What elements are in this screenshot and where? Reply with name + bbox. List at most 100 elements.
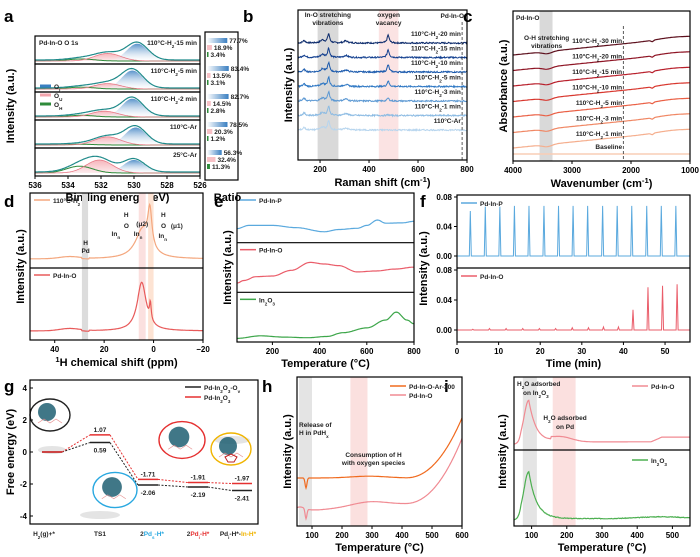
xps-subplot-frame (34, 147, 201, 177)
panel-label-h: h (262, 377, 272, 396)
spectrum-label: 110°C-H2-5 min (576, 99, 622, 109)
energy-value: 0.59 (94, 448, 107, 455)
x-tick-label: 600 (360, 347, 374, 356)
ratio-bar (207, 80, 209, 85)
ratio-value: 32.4% (217, 157, 236, 164)
spectrum-label: 110°C-H2-5 min (415, 74, 461, 84)
x-tick-label: 526 (193, 181, 207, 190)
band-label: Release of (299, 422, 332, 429)
y-axis-label: Intensity (a.u.) (15, 229, 27, 304)
x-tick-label: 200 (560, 531, 574, 540)
spectrum-label: 110°C-H2-20 min (572, 53, 622, 63)
energy-value: -2.19 (191, 492, 206, 499)
ir-spectrum (512, 82, 690, 103)
mu1-structure: (μ1) (171, 223, 183, 230)
pd-cluster-icon (38, 403, 56, 421)
plot-frame (29, 379, 259, 525)
band-label: H2O adsorbed (543, 415, 586, 424)
envelope-line (35, 155, 200, 173)
x-tick-label: 528 (160, 181, 174, 190)
shadow (80, 511, 120, 519)
x-axis-label: Binding energy (eV) (66, 192, 170, 204)
x-tick-label: 1000 (681, 166, 699, 175)
energy-connector (61, 434, 91, 453)
x-tick-label: 20 (536, 347, 545, 356)
mu2-structure: H (124, 212, 129, 219)
condition-label: 25°C-Ar (173, 151, 197, 159)
ou-component-line (35, 136, 200, 146)
x-tick-label: 500 (666, 531, 680, 540)
plot-frame (297, 9, 468, 161)
ir-spectrum (512, 51, 690, 72)
panel-b-title: Pd-In-O (441, 13, 464, 20)
spectrum-label: 110°C-H2-1 min (576, 130, 622, 140)
ratio-value: 83.4% (231, 66, 250, 73)
ratio-value: 11.3% (212, 164, 230, 171)
band-label: H2O adsorbed (517, 381, 560, 390)
raman-spectrum (297, 33, 468, 45)
mu2-structure: O (124, 223, 129, 230)
panel-label-f: f (420, 192, 426, 211)
highlight-band (378, 10, 399, 160)
tpd-curve (236, 219, 414, 233)
ir-spectrum (512, 97, 690, 118)
band-label: oxygen (377, 12, 400, 19)
x-tick-label: 400 (395, 531, 409, 540)
energy-value: -2.41 (235, 496, 250, 503)
energy-connector (61, 442, 91, 453)
y-tick-label: -2 (20, 480, 28, 489)
category-label: 2Pds-H* (140, 531, 164, 540)
structure-circle (210, 432, 252, 466)
ratio-value: 1.2% (211, 136, 226, 143)
category-label: Pdi-H*-In-H* (220, 531, 257, 540)
spectrum-label: 110°C-Ar (434, 117, 462, 125)
ratio-value: 3.1% (211, 80, 226, 87)
nmr-spectrum (30, 281, 203, 332)
spectrum-label: 110°C-H2-3 min (576, 115, 622, 125)
tpd-curve (237, 311, 415, 339)
ratio-value: 2.8% (211, 108, 226, 115)
nmr-spectrum (30, 202, 203, 260)
band-label: vibrations (312, 20, 343, 27)
panel-label-c: c (463, 7, 472, 26)
x-tick-label: 534 (61, 181, 75, 190)
pd-cluster-icon (102, 477, 122, 497)
x-tick-label: 200 (335, 531, 349, 540)
x-axis-label: Time (min) (546, 358, 602, 370)
y-axis-label: Intensity (a.u.) (282, 414, 294, 489)
ratio-bar (207, 150, 222, 155)
ratio-bar (207, 108, 209, 113)
x-tick-label: 400 (631, 531, 645, 540)
ratio-value: 14.5% (213, 101, 232, 108)
ou-component-line (35, 159, 200, 174)
category-label: H2(g)+* (33, 531, 55, 540)
ratio-value: 77.7% (229, 38, 248, 45)
legend-label: Pd-In-O (651, 384, 674, 391)
tpd-curve (513, 399, 690, 445)
pulse-trace (457, 205, 690, 257)
raman-spectrum (297, 75, 468, 89)
pd-h-label: Pd (81, 248, 89, 255)
x-tick-label: 3000 (563, 166, 581, 175)
highlight-band (81, 193, 89, 340)
plot-frame (29, 192, 204, 341)
x-tick-label: 300 (365, 531, 379, 540)
ratio-title: Ratio (214, 192, 242, 204)
legend-label: Pd-In-O (53, 273, 76, 280)
band-label: O-H stretching (524, 35, 569, 42)
x-tick-label: 400 (362, 165, 376, 174)
x-axis-label: 1H chemical shift (ppm) (55, 355, 178, 370)
ratio-bar (207, 45, 212, 50)
y-axis-label: Intensity (a.u.) (283, 47, 295, 122)
condition-label: 110°C-H2-2 min (151, 95, 197, 105)
plot-frame (513, 376, 691, 527)
in-h-fragment-icon (224, 453, 238, 463)
ir-spectrum (512, 35, 690, 56)
legend-label: Pd-In-O-Ar-300 (409, 384, 455, 391)
y-axis-label: Free energy (eV) (5, 409, 17, 496)
envelope-line (35, 67, 200, 89)
raman-spectrum (297, 46, 468, 60)
band-label: vacancy (376, 20, 402, 27)
category-label: TS1 (94, 531, 106, 538)
band-label: on In2O3 (523, 390, 549, 399)
